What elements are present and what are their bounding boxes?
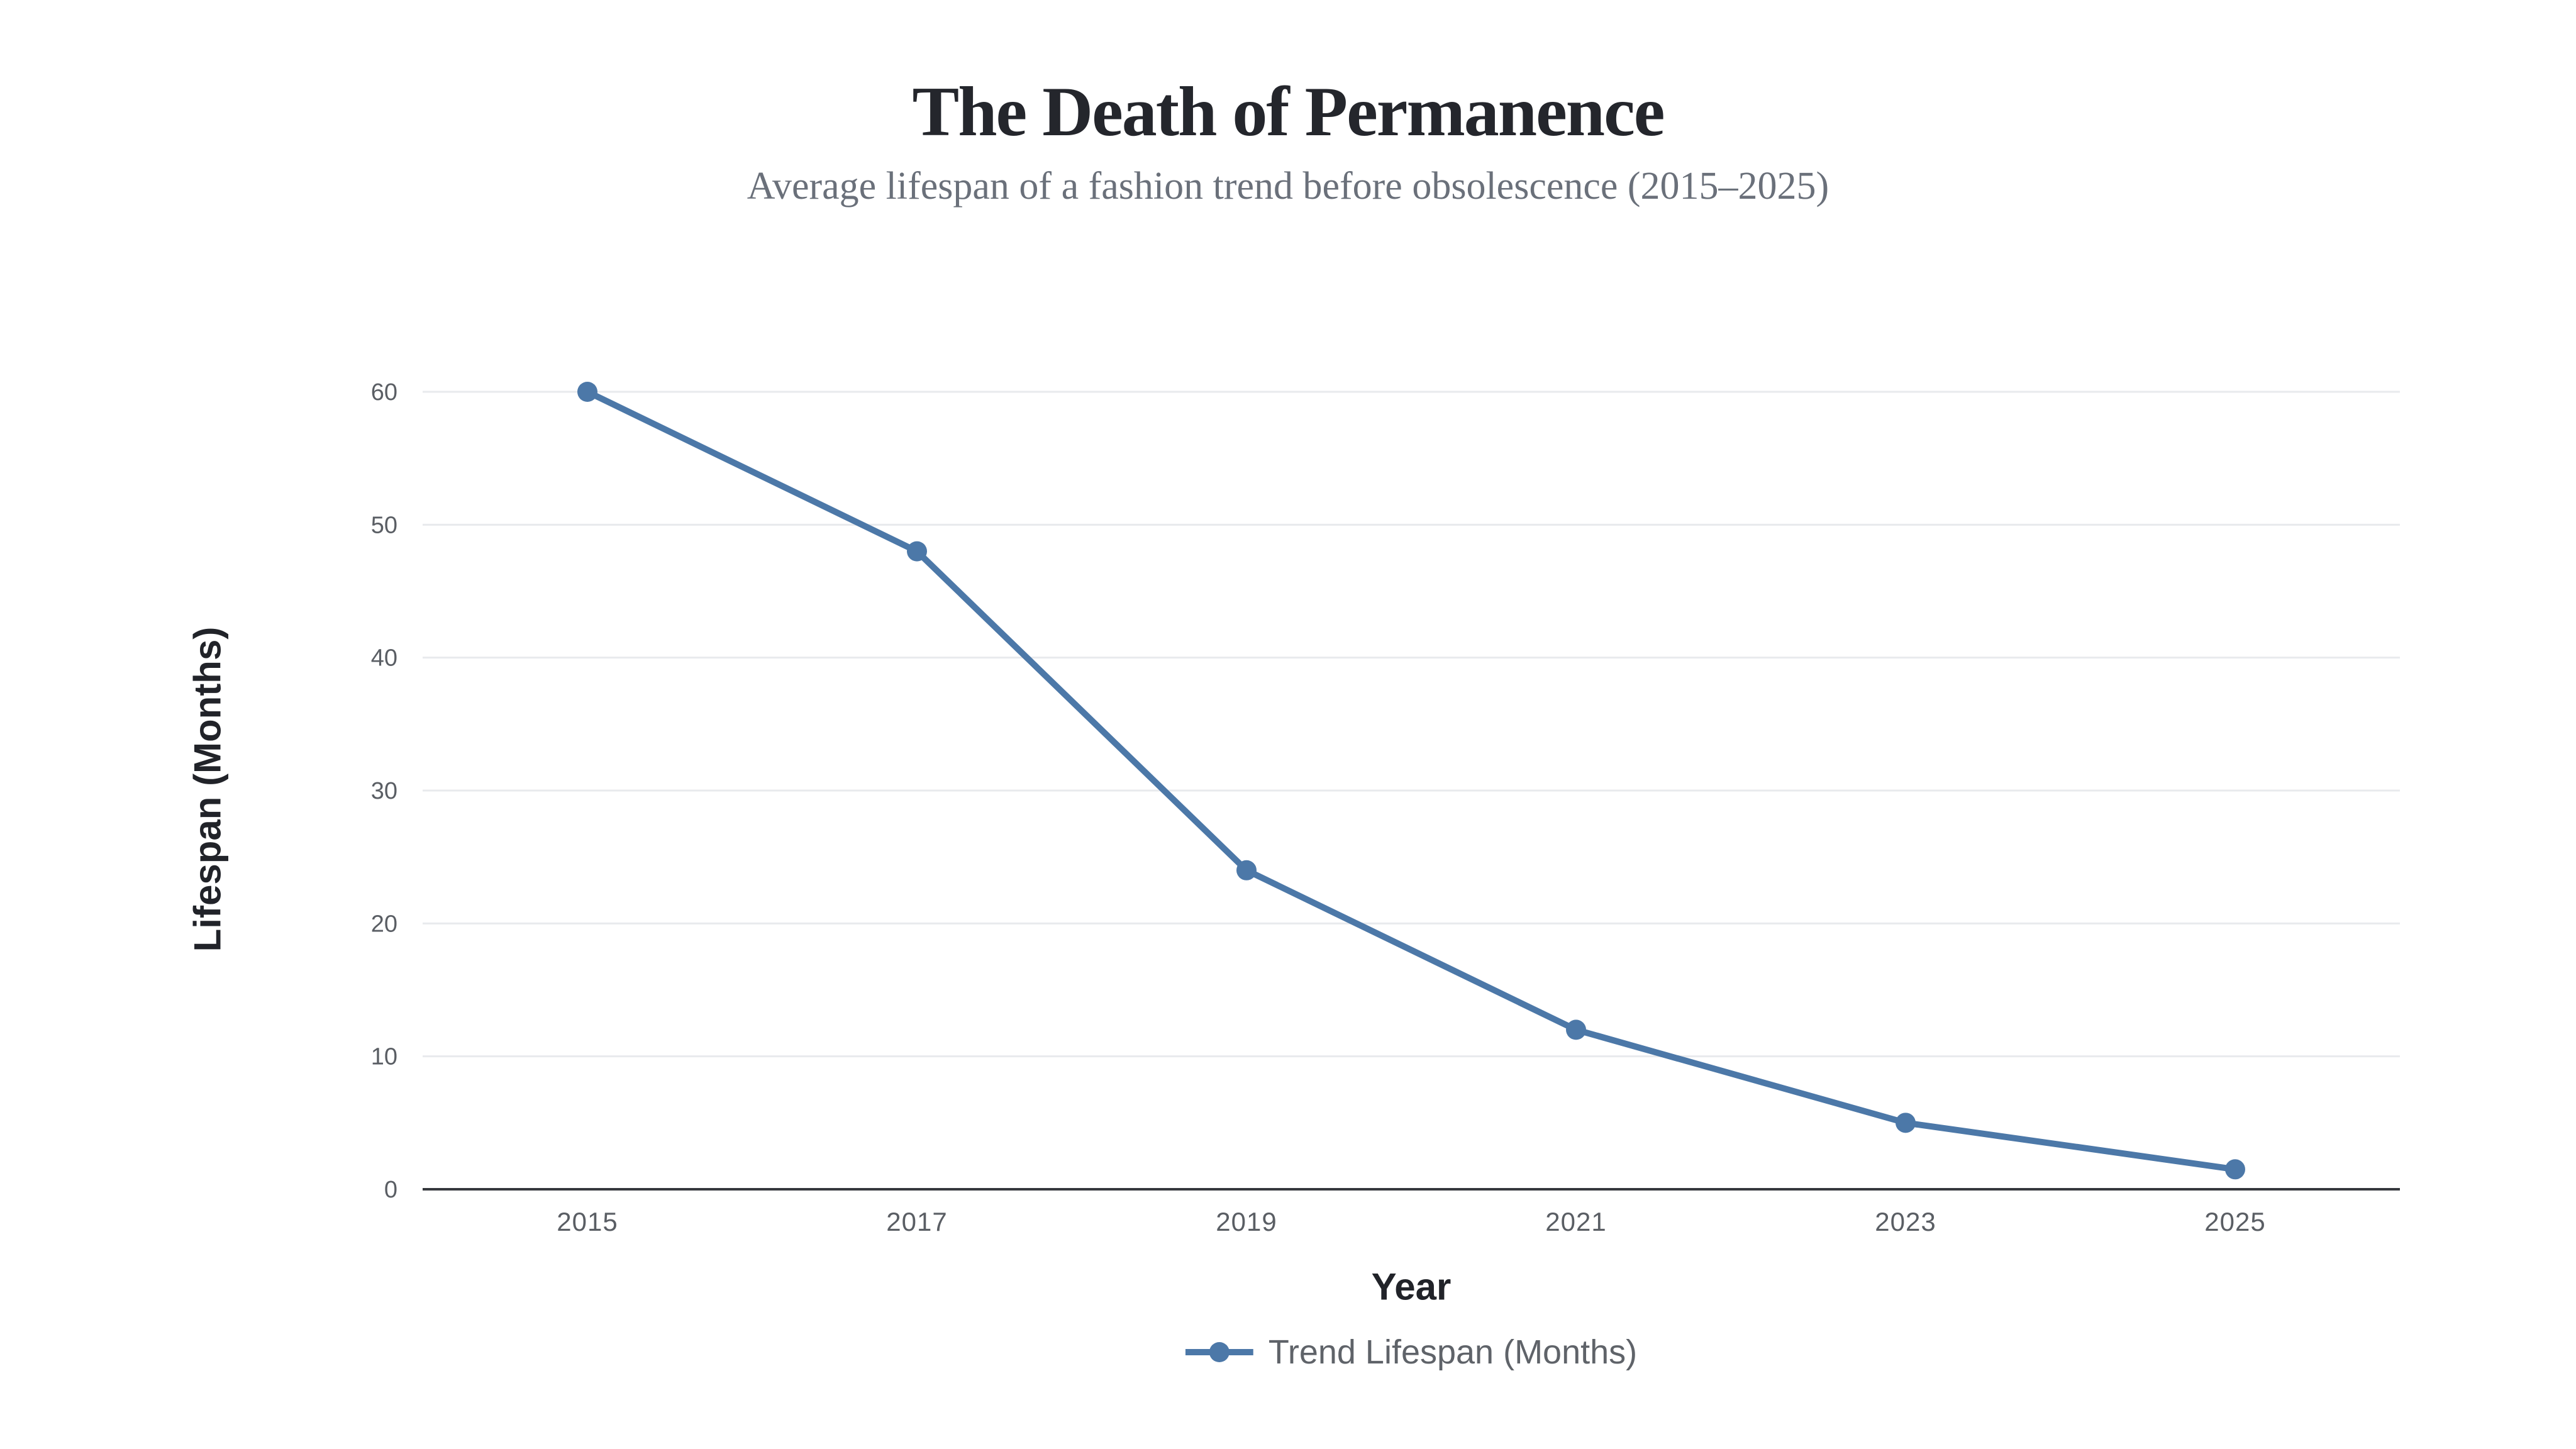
y-tick-label: 10 [371, 1044, 397, 1070]
y-tick-label: 30 [371, 778, 397, 804]
legend-line-marker-icon [1185, 1342, 1253, 1362]
chart-title: The Death of Permanence [912, 73, 1665, 151]
chart-subtitle: Average lifespan of a fashion trend befo… [747, 165, 1829, 208]
x-tick-label: 2015 [557, 1207, 618, 1236]
data-point-2015 [577, 382, 597, 402]
x-tick-label: 2025 [2204, 1207, 2265, 1236]
data-point-2025 [2225, 1159, 2245, 1180]
y-tick-label: 20 [371, 911, 397, 937]
legend-label: Trend Lifespan (Months) [1268, 1333, 1638, 1371]
x-tick-label: 2021 [1545, 1207, 1606, 1236]
y-tick-label: 40 [371, 645, 397, 672]
legend: Trend Lifespan (Months) [1185, 1333, 1637, 1372]
data-point-2023 [1896, 1113, 1916, 1133]
y-tick-label: 50 [371, 512, 397, 538]
y-tick-label: 0 [384, 1177, 397, 1203]
trend-line [584, 389, 2238, 1173]
y-axis-title: Lifespan (Months) [186, 626, 229, 952]
data-point-2019 [1236, 860, 1257, 880]
data-point-2021 [1566, 1019, 1586, 1040]
x-tick-label: 2017 [886, 1207, 947, 1236]
data-point-2017 [907, 541, 927, 562]
x-tick-label: 2019 [1216, 1207, 1277, 1236]
y-tick-label: 60 [371, 379, 397, 406]
x-tick-label: 2023 [1875, 1207, 1936, 1236]
x-axis-title: Year [1371, 1265, 1452, 1308]
